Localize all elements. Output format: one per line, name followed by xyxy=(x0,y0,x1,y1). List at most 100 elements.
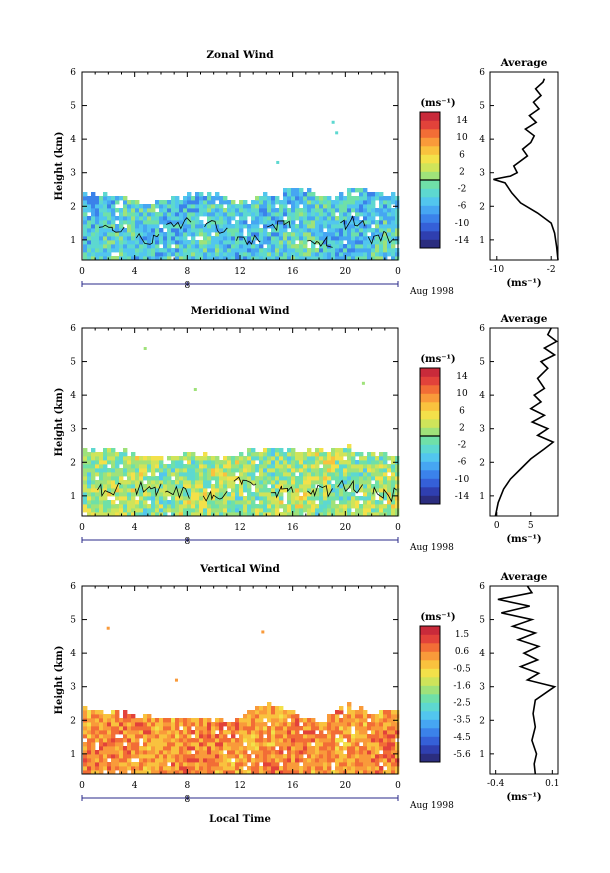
colorbar-segment xyxy=(420,402,440,411)
colorbar-segment xyxy=(420,188,440,198)
colorbar-segment xyxy=(420,137,440,147)
colorbar-tick-label: -2 xyxy=(458,185,467,195)
colorbar xyxy=(419,367,441,505)
x-tick-label: 8 xyxy=(184,267,190,277)
colorbar-segment xyxy=(420,461,440,471)
profile-x-label: (ms⁻¹) xyxy=(506,792,541,803)
colorbar-tick-label: 10 xyxy=(456,133,468,143)
colorbar-frame xyxy=(419,625,441,763)
profile-y-tick-label: 6 xyxy=(479,68,485,78)
x-tick-label: 0 xyxy=(395,523,401,533)
colorbar-tick-label: 6 xyxy=(459,406,465,416)
profile-y-tick-label: 4 xyxy=(479,135,485,145)
profile-x-tick-label: -10 xyxy=(490,265,505,275)
colorbar-tick-label: 14 xyxy=(456,372,468,382)
x-tick-label: 12 xyxy=(234,523,245,533)
colorbar-tick-label: -2 xyxy=(458,441,467,451)
colorbar xyxy=(419,111,441,249)
y-tick-label: 1 xyxy=(70,750,76,760)
colorbar-segment xyxy=(420,470,440,479)
colorbar-segment xyxy=(420,453,440,462)
profile-frame xyxy=(489,327,559,517)
colorbar-segment xyxy=(420,385,440,394)
x-tick-label: 16 xyxy=(287,267,299,277)
profile-y-tick-label: 2 xyxy=(479,458,485,468)
profile-x-tick-label: -0.4 xyxy=(487,779,505,789)
colorbar-tick-label: -14 xyxy=(455,236,470,246)
x-tick-label: 0 xyxy=(79,267,85,277)
profile-y-tick-label: 1 xyxy=(479,236,485,246)
colorbar-segment xyxy=(420,660,440,669)
date-label: Aug 1998 xyxy=(409,287,454,297)
colorbar-segment xyxy=(420,129,440,138)
colorbar-segment xyxy=(420,146,440,155)
profile-y-tick-label: 2 xyxy=(479,202,485,212)
profile-y-tick-label: 3 xyxy=(479,683,485,693)
colorbar-tick-label: -3.5 xyxy=(453,716,471,726)
profile-line xyxy=(497,585,557,775)
x-tick-label: 8 xyxy=(184,523,190,533)
profile-x-tick-label: 0.1 xyxy=(545,779,559,789)
colorbar-segment xyxy=(420,728,440,737)
profile-x-label: (ms⁻¹) xyxy=(506,278,541,289)
x-tick-label: 20 xyxy=(340,523,352,533)
y-tick-label: 1 xyxy=(70,492,76,502)
heatmap-field xyxy=(83,626,400,775)
colorbar-segment xyxy=(420,427,440,437)
chart-title: Meridional Wind xyxy=(191,305,290,317)
profile-y-tick-label: 4 xyxy=(479,649,485,659)
colorbar-tick-label: -14 xyxy=(455,492,470,502)
colorbar-segment xyxy=(420,376,440,386)
heatmap-field xyxy=(83,120,400,261)
y-tick-label: 5 xyxy=(70,616,76,626)
colorbar-segment xyxy=(420,651,440,661)
colorbar-unit: (ms⁻¹) xyxy=(420,98,455,109)
colorbar-tick-label: -4.5 xyxy=(453,733,471,743)
x-tick-label: 4 xyxy=(132,781,138,791)
colorbar-tick-label: -10 xyxy=(455,219,470,229)
y-tick-label: 6 xyxy=(70,68,76,78)
colorbar-segment xyxy=(420,634,440,644)
colorbar-segment xyxy=(420,436,440,445)
x-tick-label: 4 xyxy=(132,267,138,277)
colorbar-segment xyxy=(420,753,440,763)
x-tick-label: 12 xyxy=(234,781,245,791)
colorbar-segment xyxy=(420,719,440,729)
colorbar xyxy=(419,625,441,763)
profile-y-tick-label: 5 xyxy=(479,358,485,368)
colorbar-segment xyxy=(420,478,440,488)
colorbar-segment xyxy=(420,197,440,206)
x-tick-label: 0 xyxy=(395,267,401,277)
date-marker: 8 xyxy=(184,281,190,291)
colorbar-segment xyxy=(420,154,440,164)
colorbar-tick-label: -10 xyxy=(455,475,470,485)
profile-line xyxy=(494,327,559,517)
profile-x-label: (ms⁻¹) xyxy=(506,534,541,545)
profile-y-tick-label: 3 xyxy=(479,425,485,435)
x-tick-label: 0 xyxy=(79,781,85,791)
colorbar-segment xyxy=(420,736,440,746)
y-tick-label: 1 xyxy=(70,236,76,246)
y-tick-label: 4 xyxy=(70,391,76,401)
x-tick-label: 16 xyxy=(287,781,299,791)
colorbar-tick-label: 14 xyxy=(456,116,468,126)
y-axis-label: Height (km) xyxy=(54,132,65,201)
colorbar-segment xyxy=(420,120,440,130)
x-tick-label: 20 xyxy=(340,781,352,791)
x-axis-label: Local Time xyxy=(209,814,271,825)
y-tick-label: 3 xyxy=(70,683,76,693)
profile-y-tick-label: 3 xyxy=(479,169,485,179)
colorbar-segment xyxy=(420,231,440,240)
profile-frame xyxy=(489,71,559,261)
profile-y-tick-label: 1 xyxy=(479,750,485,760)
x-tick-label: 20 xyxy=(340,267,352,277)
colorbar-segment xyxy=(420,419,440,428)
colorbar-tick-label: -6 xyxy=(458,202,467,212)
colorbar-segment xyxy=(420,685,440,695)
colorbar-segment xyxy=(420,711,440,720)
x-tick-label: 0 xyxy=(395,781,401,791)
colorbar-tick-label: -6 xyxy=(458,458,467,468)
colorbar-tick-label: 0.6 xyxy=(455,647,470,657)
colorbar-tick-label: 2 xyxy=(459,167,465,177)
